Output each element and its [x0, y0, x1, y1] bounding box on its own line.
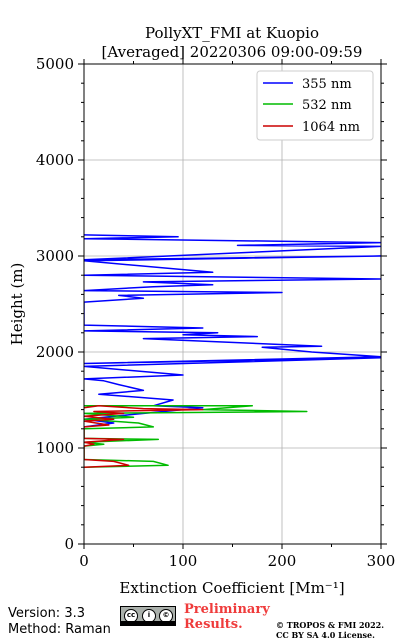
chart-title: PollyXT_FMI at Kuopio — [145, 24, 319, 42]
preliminary-notice: Preliminary Results. — [184, 602, 270, 632]
x-tick-label: 0 — [79, 552, 89, 570]
copyright-line2: CC BY SA 4.0 License. — [276, 630, 375, 640]
preliminary-line2: Results. — [184, 617, 243, 632]
series-line-532-nm — [84, 405, 308, 468]
footer-info: Version: 3.3 Method: Raman — [8, 606, 111, 638]
y-tick-label: 3000 — [36, 247, 74, 265]
legend-label-1064: 1064 nm — [302, 120, 360, 135]
legend-box — [256, 70, 374, 141]
x-tick-label: 100 — [169, 552, 198, 570]
badge-strip — [121, 621, 175, 625]
y-tick-label: 2000 — [36, 343, 74, 361]
copyright-line1: © TROPOS & FMI 2022. — [276, 620, 385, 630]
chart-subtitle: [Averaged] 20220306 09:00-09:59 — [102, 43, 363, 61]
series-line-355-nm — [84, 234, 381, 428]
y-tick-label: 1000 — [36, 439, 74, 457]
x-tick-label: 300 — [367, 552, 396, 570]
legend: 355 nm 532 nm 1064 nm — [256, 70, 374, 141]
copyright-notice: © TROPOS & FMI 2022. CC BY SA 4.0 Licens… — [276, 620, 384, 640]
series-lines — [84, 234, 381, 468]
version-text: Version: 3.3 — [8, 606, 85, 621]
x-tick-label: 200 — [268, 552, 297, 570]
y-axis-label: Height (m) — [8, 263, 26, 346]
cc-by-sa-badge: cc i © — [120, 606, 176, 626]
legend-label-532: 532 nm — [302, 98, 352, 113]
y-tick-label: 5000 — [36, 55, 74, 73]
y-tick-label: 0 — [64, 535, 74, 553]
legend-label-355: 355 nm — [302, 77, 352, 92]
cc-icon: cc — [124, 609, 138, 623]
series-line-1064-nm — [84, 405, 204, 468]
preliminary-line1: Preliminary — [184, 602, 270, 617]
chart: PollyXT_FMI at Kuopio [Averaged] 2022030… — [8, 24, 396, 597]
x-axis-label: Extinction Coefficient [Mm⁻¹] — [119, 579, 344, 597]
y-tick-label: 4000 — [36, 151, 74, 169]
method-text: Method: Raman — [8, 622, 111, 637]
